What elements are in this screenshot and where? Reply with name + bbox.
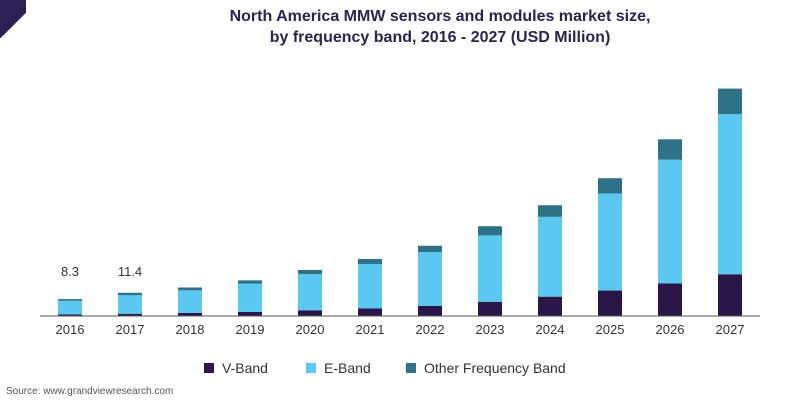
bar-e-band-2023	[478, 235, 502, 302]
x-tick-label-2021: 2021	[356, 322, 385, 337]
x-tick-label-2022: 2022	[416, 322, 445, 337]
x-tick-label-2020: 2020	[296, 322, 325, 337]
bar-v-band-2027	[718, 274, 742, 316]
bar-e-band-2026	[658, 159, 682, 284]
bar-e-band-2025	[598, 193, 622, 291]
x-tick-label-2019: 2019	[236, 322, 265, 337]
chart-title-line-1: North America MMW sensors and modules ma…	[229, 8, 651, 25]
bar-v-band-2018	[178, 312, 202, 316]
chart-legend: V-Band E-Band Other Frequency Band	[0, 360, 800, 380]
bar-other-frequency-band-2021	[358, 259, 382, 265]
bar-other-frequency-band-2016	[58, 299, 82, 301]
bar-e-band-2027	[718, 114, 742, 275]
bar-e-band-2021	[358, 264, 382, 309]
bar-v-band-2020	[298, 310, 322, 316]
bar-other-frequency-band-2024	[538, 205, 562, 217]
legend-label-other-frequency-band: Other Frequency Band	[424, 360, 566, 376]
legend-swatch-other-frequency-band	[406, 363, 416, 373]
legend-label-v-band: V-Band	[222, 360, 268, 376]
chart-title: North America MMW sensors and modules ma…	[120, 6, 760, 48]
bar-v-band-2023	[478, 301, 502, 316]
x-tick-label-2025: 2025	[596, 322, 625, 337]
bar-e-band-2024	[538, 216, 562, 297]
bar-other-frequency-band-2023	[478, 226, 502, 236]
bar-e-band-2018	[178, 290, 202, 313]
bar-v-band-2022	[418, 305, 442, 316]
x-tick-label-2017: 2017	[116, 322, 145, 337]
x-tick-label-2027: 2027	[716, 322, 745, 337]
bar-v-band-2017	[118, 313, 142, 316]
legend-item-other-frequency-band: Other Frequency Band	[406, 360, 566, 376]
bar-v-band-2026	[658, 283, 682, 316]
bar-v-band-2016	[58, 314, 82, 316]
bar-other-frequency-band-2019	[238, 280, 262, 284]
bar-v-band-2024	[538, 296, 562, 316]
bar-e-band-2019	[238, 283, 262, 312]
x-tick-label-2018: 2018	[176, 322, 205, 337]
bar-other-frequency-band-2027	[718, 88, 742, 115]
bar-e-band-2016	[58, 300, 82, 315]
bar-v-band-2025	[598, 290, 622, 316]
bar-e-band-2022	[418, 252, 442, 306]
bar-v-band-2021	[358, 308, 382, 316]
legend-swatch-e-band	[306, 363, 316, 373]
data-label-2017: 11.4	[118, 264, 142, 279]
bar-other-frequency-band-2022	[418, 245, 442, 253]
bar-other-frequency-band-2026	[658, 139, 682, 160]
bar-other-frequency-band-2018	[178, 287, 202, 291]
bar-v-band-2019	[238, 311, 262, 316]
source-note: Source: www.grandviewresearch.com	[6, 386, 174, 397]
corner-accent	[0, 0, 26, 44]
data-label-2016: 8.3	[61, 264, 79, 279]
bar-e-band-2017	[118, 295, 142, 314]
legend-item-e-band: E-Band	[306, 360, 371, 376]
x-tick-label-2023: 2023	[476, 322, 505, 337]
bar-other-frequency-band-2017	[118, 292, 142, 296]
x-tick-label-2016: 2016	[56, 322, 85, 337]
legend-swatch-v-band	[204, 363, 214, 373]
x-tick-label-2024: 2024	[536, 322, 565, 337]
legend-item-v-band: V-Band	[204, 360, 268, 376]
x-tick-label-2026: 2026	[656, 322, 685, 337]
legend-label-e-band: E-Band	[324, 360, 371, 376]
chart-title-line-2: by frequency band, 2016 - 2027 (USD Mill…	[269, 29, 611, 46]
bar-e-band-2020	[298, 274, 322, 311]
bar-other-frequency-band-2020	[298, 269, 322, 275]
bar-other-frequency-band-2025	[598, 178, 622, 194]
